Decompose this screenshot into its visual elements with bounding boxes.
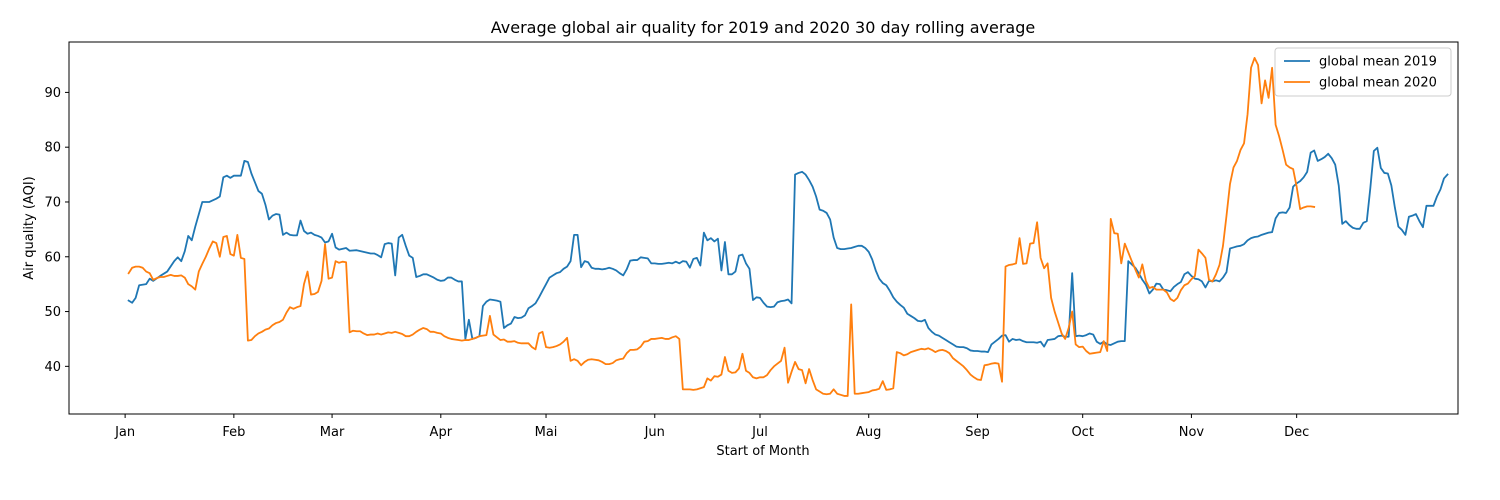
chart-title: Average global air quality for 2019 and …: [491, 18, 1035, 37]
y-tick-label: 90: [44, 86, 61, 101]
x-tick-label: Nov: [1179, 425, 1205, 440]
y-axis-title: Air quality (AQI): [22, 176, 37, 279]
x-tick-label: Mar: [320, 425, 345, 440]
legend-label: global mean 2020: [1319, 76, 1437, 91]
x-tick-label: Apr: [430, 425, 453, 440]
x-tick-label: Dec: [1284, 425, 1309, 440]
series-line-1: [127, 146, 1449, 353]
series-layer: [127, 56, 1449, 397]
y-tick-label: 50: [44, 305, 61, 320]
legend-label: global mean 2019: [1319, 55, 1437, 70]
x-tick-label: Oct: [1071, 425, 1093, 440]
legend-box: [1274, 47, 1452, 97]
x-tick-label: Jul: [751, 425, 768, 440]
x-tick-label: Jun: [644, 425, 665, 440]
series-line-2: [127, 56, 1316, 397]
x-axis-title: Start of Month: [716, 444, 809, 459]
legend: global mean 2019 global mean 2020: [1274, 47, 1452, 97]
x-axis: Jan Feb Mar Apr Mai Jun Jul Aug Sep Oct Nov Dec: [114, 414, 1309, 440]
x-tick-label: Mai: [535, 425, 558, 440]
plot-area-frame: [68, 41, 1459, 415]
y-tick-label: 60: [44, 250, 61, 265]
x-tick-label: Feb: [222, 425, 245, 440]
y-tick-label: 70: [44, 195, 61, 210]
y-tick-label: 80: [44, 141, 61, 156]
y-tick-label: 40: [44, 360, 61, 375]
x-tick-label: Jan: [114, 425, 135, 440]
x-tick-label: Aug: [856, 425, 881, 440]
y-axis: 40 50 60 70 80 90: [44, 86, 69, 375]
x-tick-label: Sep: [965, 425, 990, 440]
